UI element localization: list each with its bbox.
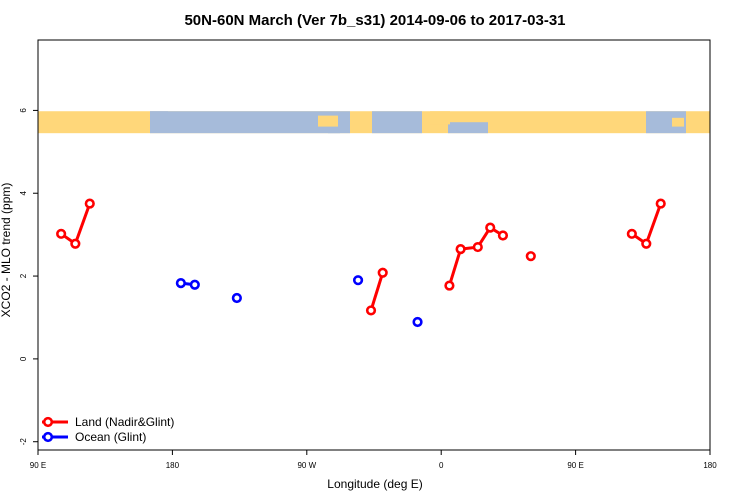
data-point	[525, 251, 536, 262]
series-line	[60, 203, 92, 247]
x-tick-label: 180	[166, 461, 180, 470]
y-tick-label: 6	[19, 108, 28, 113]
legend: Land (Nadir&Glint)Ocean (Glint)	[42, 415, 174, 444]
y-tick-label: -2	[19, 438, 28, 446]
axes: 90 E 180 90 W 0 90 E 180 -2 0 2 4 6	[19, 108, 717, 470]
y-tick-label: 0	[19, 356, 28, 361]
data-point	[641, 238, 652, 249]
map-strip-ocean	[448, 122, 488, 134]
data-point	[655, 198, 666, 209]
series	[56, 198, 666, 328]
x-tick-label: 90 W	[297, 461, 316, 470]
data-point	[175, 278, 186, 289]
legend-label: Land (Nadir&Glint)	[75, 415, 174, 429]
data-point	[56, 228, 67, 239]
map-strip-land	[430, 111, 450, 125]
data-point	[412, 316, 423, 328]
x-tick-label: 90 E	[30, 461, 46, 470]
map-strip-ocean	[372, 111, 422, 134]
x-tick-label: 180	[703, 461, 717, 470]
y-tick-label: 2	[19, 273, 28, 278]
data-point	[352, 275, 364, 286]
data-point	[70, 238, 81, 249]
data-point	[497, 230, 509, 241]
data-point	[485, 222, 496, 233]
data-point	[189, 279, 200, 290]
x-tick-label: 0	[439, 461, 444, 470]
plot-frame	[37, 39, 711, 451]
x-axis-label: Longitude (deg E)	[327, 477, 422, 491]
data-point	[626, 228, 637, 239]
data-point	[231, 292, 242, 304]
series-line	[630, 203, 663, 247]
map-strip-ocean	[150, 111, 350, 134]
x-tick-label: 90 E	[567, 461, 583, 470]
legend-marker	[42, 416, 54, 428]
legend-marker	[42, 431, 54, 443]
map-strip-land	[318, 115, 338, 127]
data-point	[472, 241, 483, 253]
legend-label: Ocean (Glint)	[75, 430, 146, 444]
series-line	[447, 225, 504, 287]
series-line	[369, 272, 385, 311]
chart-title: 50N-60N March (Ver 7b_s31) 2014-09-06 to…	[184, 12, 565, 29]
data-point	[365, 305, 377, 316]
y-tick-label: 4	[19, 190, 28, 195]
data-point	[84, 198, 95, 209]
map-strip-land	[672, 117, 684, 127]
y-axis-label: XCO2 - MLO trend (ppm)	[0, 183, 13, 318]
map-strip-ocean	[646, 111, 686, 134]
data-point	[444, 280, 455, 291]
map-strip	[38, 111, 710, 134]
data-point	[455, 244, 466, 255]
data-point	[377, 267, 388, 278]
